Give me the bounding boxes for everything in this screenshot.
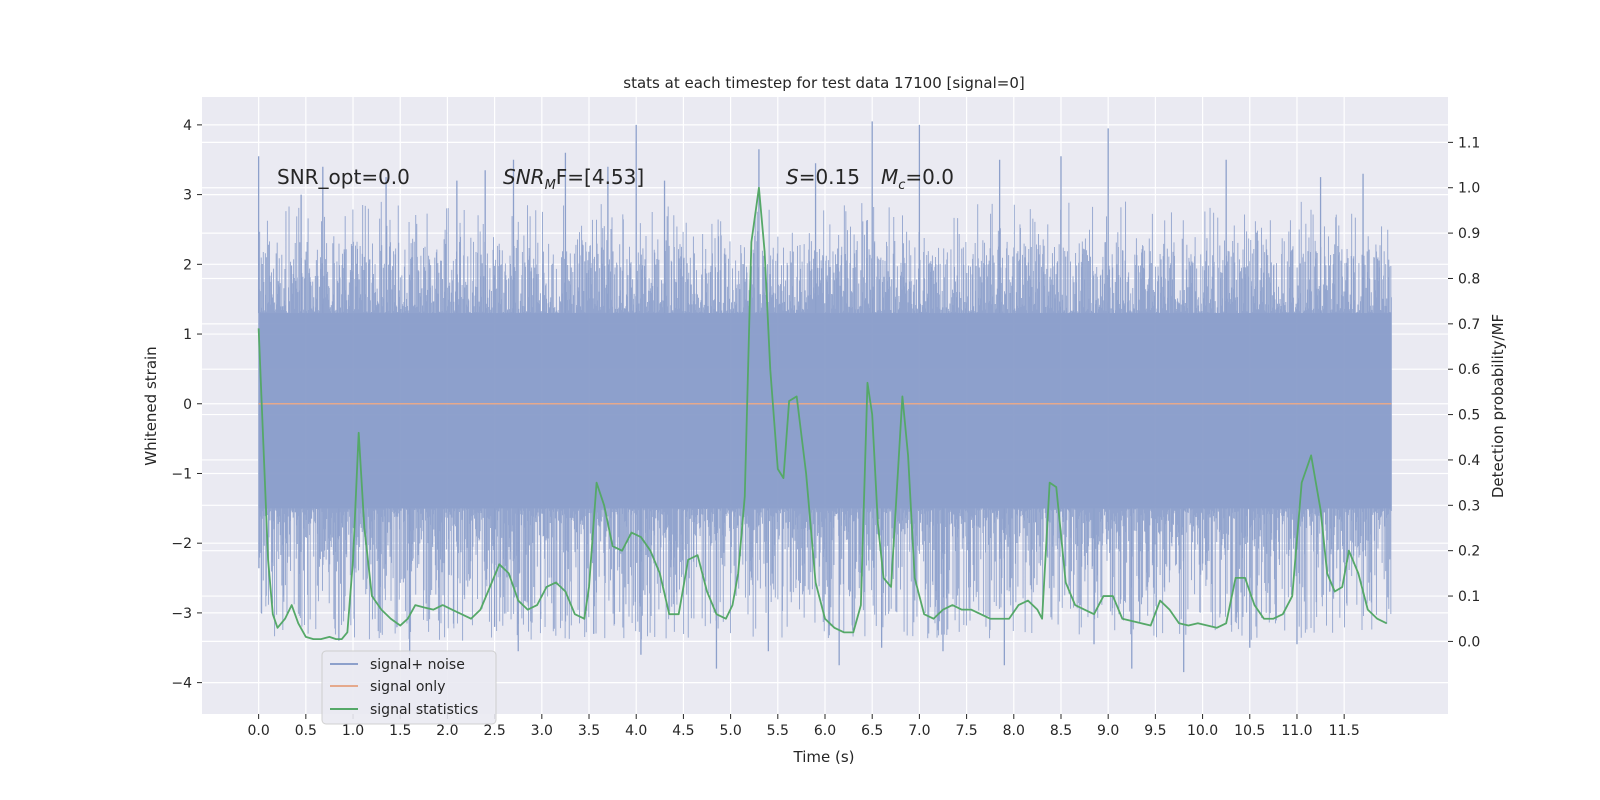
- chart-title: stats at each timestep for test data 171…: [623, 74, 1024, 92]
- y-axis-ticks: 4 3 2 1 0 −1 −2 −3 −4: [171, 118, 202, 692]
- y2-axis-label: Detection probability/MF: [1489, 314, 1507, 498]
- x-tick-label: 2.0: [436, 723, 458, 739]
- y2-tick-label: 0.0: [1458, 634, 1480, 650]
- x-tick-label: 3.0: [531, 723, 553, 739]
- y-tick-label: 1: [183, 327, 192, 343]
- legend: signal+ noise signal only signal statist…: [321, 650, 497, 725]
- x-tick-label: 8.0: [1003, 723, 1025, 739]
- legend-label-signal-noise: signal+ noise: [370, 657, 465, 673]
- x-axis-label: Time (s): [793, 748, 855, 766]
- y2-tick-label: 1.1: [1458, 135, 1480, 151]
- annotation-mc-value: =0.0: [905, 165, 954, 189]
- y2-tick-label: 0.6: [1458, 362, 1480, 378]
- x-tick-label: 9.0: [1097, 723, 1119, 739]
- annotation-mc: Mc=0.0: [881, 165, 954, 193]
- annotation-snr-mf-sub: M: [545, 178, 556, 193]
- noise-trace: [258, 201, 1392, 641]
- y2-axis-ticks: 1.1 1.0 0.9 0.8 0.7 0.6 0.5 0.4 0.3 0.2 0.1 0.0: [1448, 135, 1480, 650]
- annotation-s-label: S: [786, 165, 799, 189]
- x-tick-label: 0.0: [248, 723, 270, 739]
- y2-tick-label: 0.8: [1458, 271, 1480, 287]
- y-tick-label: −3: [171, 606, 192, 622]
- annotation-snr-mf: SNRMF=[4.53]: [503, 165, 644, 193]
- annotation-mc-sub: c: [898, 178, 905, 193]
- y-tick-label: −1: [171, 466, 192, 482]
- annotation-snr-opt: SNR_opt=0.0: [277, 165, 410, 189]
- annotation-s: S=0.15: [786, 165, 860, 189]
- x-tick-label: 4.5: [672, 723, 694, 739]
- x-tick-label: 6.0: [814, 723, 836, 739]
- noise-peaks: [257, 121, 1364, 673]
- x-tick-label: 8.5: [1050, 723, 1072, 739]
- y2-tick-label: 0.7: [1458, 317, 1480, 333]
- y-tick-label: −2: [171, 536, 192, 552]
- signal-statistics-line: [257, 186, 1388, 641]
- x-tick-label: 3.5: [578, 723, 600, 739]
- x-axis-ticks: 0.0 0.5 1.0 1.5 2.0 2.5 3.0 3.5 4.0 4.5 5.0 5.5 6.0 6…: [248, 714, 1360, 739]
- x-tick-label: 1.0: [342, 723, 364, 739]
- legend-label-signal-statistics: signal statistics: [370, 702, 478, 718]
- annotation-snr-mf-value: F=[4.53]: [556, 165, 644, 189]
- x-tick-label: 10.5: [1234, 723, 1265, 739]
- annotation-snr-mf-main: SNR: [503, 165, 545, 189]
- x-tick-label: 4.0: [625, 723, 647, 739]
- y-axis-label: Whitened strain: [142, 346, 160, 465]
- y2-tick-label: 0.4: [1458, 453, 1480, 469]
- y2-tick-label: 0.3: [1458, 498, 1480, 514]
- y2-tick-label: 0.1: [1458, 589, 1480, 605]
- y-tick-label: 3: [183, 188, 192, 204]
- x-tick-label: 2.5: [483, 723, 505, 739]
- y2-tick-label: 1.0: [1458, 181, 1480, 197]
- y-tick-label: −4: [171, 676, 192, 692]
- series-signal-statistics: [257, 186, 1388, 641]
- y-tick-label: 2: [183, 257, 192, 273]
- x-tick-label: 1.5: [389, 723, 411, 739]
- x-tick-label: 6.5: [861, 723, 883, 739]
- x-tick-label: 10.0: [1187, 723, 1218, 739]
- x-tick-label: 5.0: [719, 723, 741, 739]
- legend-box: [321, 650, 497, 725]
- legend-label-signal-only: signal only: [370, 679, 445, 695]
- y-tick-label: 4: [183, 118, 192, 134]
- x-tick-label: 7.5: [955, 723, 977, 739]
- annotation-s-value: =0.15: [799, 165, 860, 189]
- annotation-mc-label: M: [881, 165, 898, 189]
- y2-tick-label: 0.2: [1458, 544, 1480, 560]
- x-tick-label: 7.0: [908, 723, 930, 739]
- y2-tick-label: 0.5: [1458, 408, 1480, 424]
- y2-tick-label: 0.9: [1458, 226, 1480, 242]
- series-signal-noise: [257, 121, 1392, 673]
- x-tick-label: 5.5: [767, 723, 789, 739]
- y-tick-label: 0: [183, 397, 192, 413]
- x-tick-label: 11.0: [1281, 723, 1312, 739]
- x-tick-label: 11.5: [1329, 723, 1360, 739]
- x-tick-label: 0.5: [295, 723, 317, 739]
- x-tick-label: 9.5: [1144, 723, 1166, 739]
